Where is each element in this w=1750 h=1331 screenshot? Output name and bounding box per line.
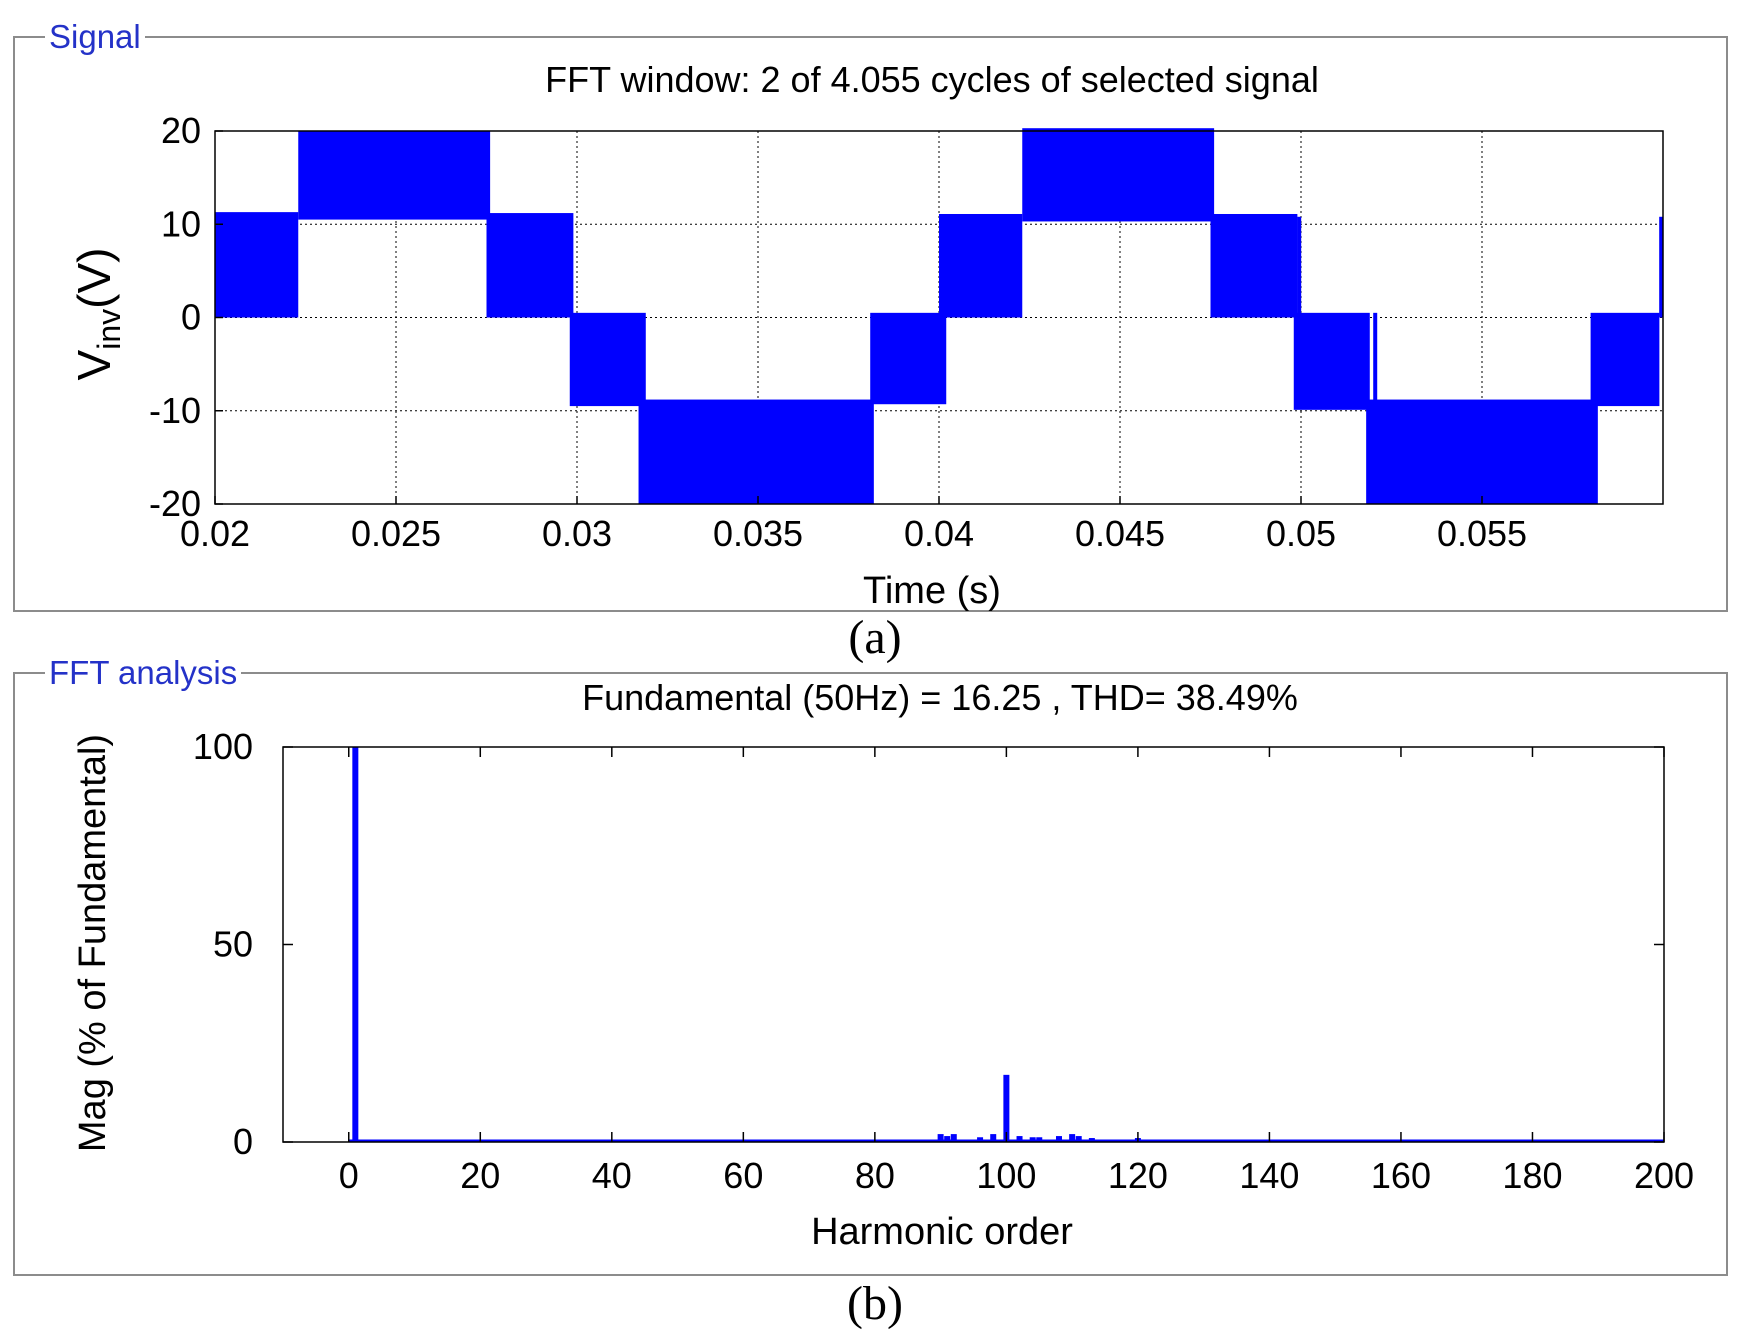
fft-bar xyxy=(1003,1074,1010,1142)
fft-x-tick-label: 100 xyxy=(976,1155,1036,1196)
signal-waveform xyxy=(215,128,1664,504)
fft-x-tick-label: 60 xyxy=(723,1155,763,1196)
fft-x-tick-label: 80 xyxy=(855,1155,895,1196)
waveform-pwm-band xyxy=(939,213,1023,318)
fft-x-tick-label: 140 xyxy=(1239,1155,1299,1196)
signal-y-tick-label: 0 xyxy=(181,297,201,338)
signal-chart: FFT window: 2 of 4.055 cycles of selecte… xyxy=(68,59,1664,612)
fft-y-tick-label: 0 xyxy=(233,1121,253,1162)
signal-x-ticks: 0.02 0.025 0.03 0.035 0.04 0.045 0.05 0.055 xyxy=(180,496,1527,554)
fft-x-tick-label: 20 xyxy=(460,1155,500,1196)
fft-bar xyxy=(1029,1137,1036,1142)
signal-x-tick-label: 0.025 xyxy=(351,513,441,554)
signal-y-tick-label: -20 xyxy=(149,483,201,524)
signal-y-ticks: 20 10 0 -10 -20 xyxy=(149,110,223,524)
fft-bars xyxy=(348,747,1664,1143)
fft-bar xyxy=(990,1134,997,1142)
fft-x-tick-label: 160 xyxy=(1371,1155,1431,1196)
waveform-pwm-band xyxy=(638,399,874,504)
fft-x-tick-label: 180 xyxy=(1502,1155,1562,1196)
fft-bar xyxy=(352,747,359,1142)
signal-panel-legend: Signal xyxy=(45,18,145,56)
fft-y-ticks: 100 50 0 xyxy=(193,726,1664,1162)
caption-b: (b) xyxy=(847,1277,903,1330)
waveform-spike xyxy=(1373,312,1378,407)
waveform-pwm-band xyxy=(486,213,574,318)
fft-y-tick-label: 100 xyxy=(193,726,253,767)
signal-y-tick-label: -10 xyxy=(149,390,201,431)
waveform-spike xyxy=(1297,216,1302,318)
fft-x-tick-label: 40 xyxy=(592,1155,632,1196)
fft-bar xyxy=(1016,1136,1023,1142)
fft-chart-title: Fundamental (50Hz) = 16.25 , THD= 38.49% xyxy=(582,677,1298,718)
waveform-pwm-band xyxy=(870,312,947,405)
fft-y-axis-label: Mag (% of Fundamental) xyxy=(72,734,114,1152)
fft-x-tick-label: 120 xyxy=(1108,1155,1168,1196)
fft-x-tick-label: 200 xyxy=(1634,1155,1694,1196)
signal-y-label-unit: (V) xyxy=(68,248,120,309)
waveform-pwm-band xyxy=(1590,312,1660,407)
caption-a: (a) xyxy=(848,611,902,664)
signal-panel: Signal xyxy=(13,18,1728,612)
signal-y-tick-label: 10 xyxy=(161,203,201,244)
fft-plot-frame xyxy=(282,746,1665,1143)
signal-y-axis-label: Vinv(V) xyxy=(68,248,127,381)
signal-x-tick-label: 0.02 xyxy=(180,513,250,554)
waveform-pwm-band xyxy=(1210,213,1298,318)
signal-x-tick-label: 0.035 xyxy=(713,513,803,554)
signal-x-tick-label: 0.05 xyxy=(1266,513,1336,554)
fft-chart: Fundamental (50Hz) = 16.25 , THD= 38.49%… xyxy=(72,677,1694,1253)
fft-bar xyxy=(1036,1137,1043,1142)
waveform-spike xyxy=(1659,216,1664,318)
waveform-pwm-band xyxy=(1293,312,1370,410)
waveform-pwm-band xyxy=(569,312,646,407)
fft-bar xyxy=(1075,1136,1082,1142)
signal-x-tick-label: 0.04 xyxy=(904,513,974,554)
waveform-pwm-band xyxy=(298,131,491,220)
fft-panel: FFT analysis xyxy=(13,654,1728,1276)
fft-x-tick-label: 0 xyxy=(339,1155,359,1196)
waveform-pwm-band xyxy=(215,212,299,318)
fft-bar xyxy=(1069,1134,1076,1142)
fft-bar xyxy=(977,1137,984,1142)
fft-bar xyxy=(1055,1136,1062,1142)
fft-bar xyxy=(944,1136,951,1142)
signal-x-tick-label: 0.045 xyxy=(1075,513,1165,554)
fft-x-axis-label: Harmonic order xyxy=(811,1211,1073,1253)
fft-panel-legend: FFT analysis xyxy=(45,654,242,692)
waveform-pwm-band xyxy=(1022,128,1215,222)
signal-x-axis-label: Time (s) xyxy=(863,570,1001,612)
signal-x-tick-label: 0.03 xyxy=(542,513,612,554)
fft-y-tick-label: 50 xyxy=(213,924,253,965)
waveform-pwm-band xyxy=(1366,399,1598,504)
signal-y-label-sub: inv xyxy=(91,309,127,350)
signal-chart-title: FFT window: 2 of 4.055 cycles of selecte… xyxy=(545,59,1319,100)
signal-x-tick-label: 0.055 xyxy=(1437,513,1527,554)
fft-x-ticks: 0 20 40 60 80 100 120 140 160 180 200 xyxy=(339,747,1694,1196)
signal-y-label-main: V xyxy=(68,349,120,380)
fft-bar xyxy=(950,1134,957,1142)
fft-bar xyxy=(1088,1138,1095,1142)
fft-bar xyxy=(937,1134,944,1142)
signal-y-tick-label: 20 xyxy=(161,110,201,151)
